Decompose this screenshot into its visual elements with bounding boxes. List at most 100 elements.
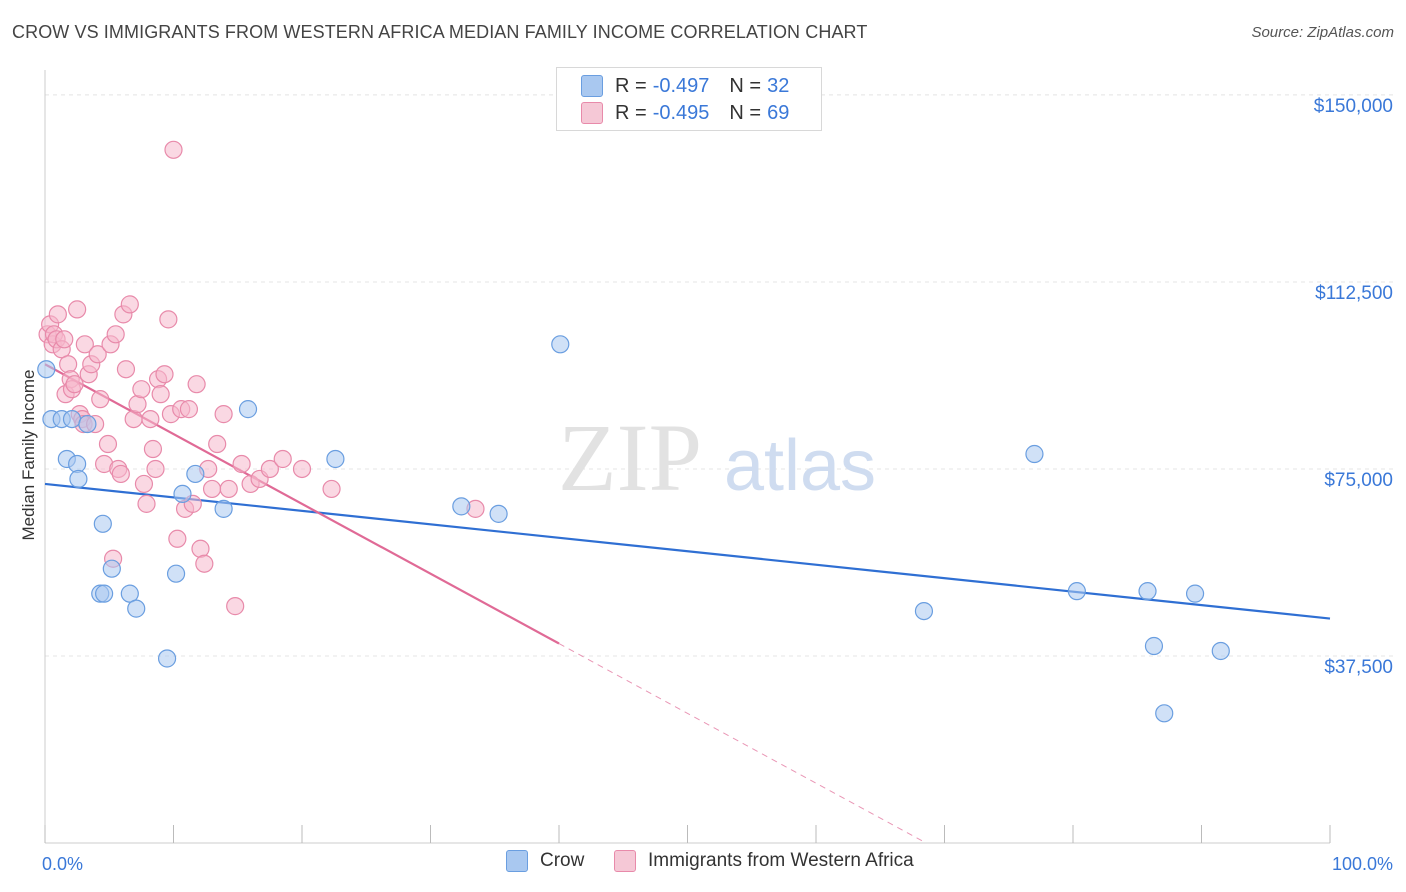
crow-point xyxy=(186,464,205,484)
immigrant-point xyxy=(111,464,130,484)
crow-point xyxy=(78,414,97,434)
immigrant-point xyxy=(226,597,245,616)
legend-row-crow: R = -0.497 N = 32 xyxy=(581,74,789,98)
legend-immigrants-label: Immigrants from Western Africa xyxy=(648,850,914,871)
immigrant-point xyxy=(208,434,227,454)
y-tick-label: $112,500 xyxy=(1315,283,1393,304)
crow-point xyxy=(93,514,112,533)
immigrant-point xyxy=(134,474,154,494)
watermark: ZIP atlas xyxy=(558,404,876,511)
immigrant-point xyxy=(168,529,187,548)
immigrant-point xyxy=(159,310,178,329)
watermark-zip: ZIP xyxy=(558,404,702,511)
immigrant-point xyxy=(164,140,183,159)
crow-point xyxy=(914,601,934,621)
crow-point xyxy=(69,469,88,489)
immigrant-point xyxy=(132,380,151,399)
legend-immigrants-swatch xyxy=(614,850,636,872)
immigrant-point xyxy=(214,405,233,424)
immigrant-point xyxy=(137,494,156,513)
crow-point xyxy=(489,504,508,523)
series-legend: Crow Immigrants from Western Africa xyxy=(0,850,1406,878)
immigrant-point xyxy=(187,375,206,394)
crow-point xyxy=(1144,636,1164,656)
chart-title: CROW VS IMMIGRANTS FROM WESTERN AFRICA M… xyxy=(12,22,868,42)
immigrant-point xyxy=(292,459,312,479)
immigrant-point xyxy=(322,479,341,499)
crow-trend-line xyxy=(44,482,1331,620)
x-tick-label-max: 100.0% xyxy=(1332,854,1393,874)
immigrants-n-label: N = xyxy=(729,101,762,124)
crow-point xyxy=(95,584,114,603)
immigrants-trend-extension xyxy=(558,643,927,844)
crow-n-value: 32 xyxy=(767,74,790,97)
legend-item-immigrants[interactable]: Immigrants from Western Africa xyxy=(614,850,914,872)
crow-point xyxy=(173,484,192,504)
crow-point xyxy=(166,564,186,583)
crow-point xyxy=(1138,582,1157,601)
immigrants-n-value: 69 xyxy=(767,101,790,124)
crow-point xyxy=(214,499,233,518)
immigrant-point xyxy=(91,390,110,409)
crow-point xyxy=(157,649,177,668)
immigrant-point xyxy=(116,360,136,379)
axes xyxy=(44,70,1331,844)
immigrant-point xyxy=(191,539,210,558)
y-tick-label: $75,000 xyxy=(1324,470,1393,491)
y-tick-label: $150,000 xyxy=(1314,96,1393,117)
immigrant-point xyxy=(128,395,147,414)
crow-point xyxy=(551,335,570,354)
tick-labels: $37,500 $75,000 $112,500 $150,000 0.0% 100.0% xyxy=(42,96,1393,874)
source-label: Source: ZipAtlas.com xyxy=(1251,24,1394,41)
immigrant-point xyxy=(141,409,160,429)
immigrant-point xyxy=(68,300,87,319)
crow-r-value: -0.497 xyxy=(652,74,710,97)
crow-point xyxy=(68,454,87,474)
immigrant-point xyxy=(143,439,163,459)
crow-point xyxy=(452,497,471,516)
legend-item-crow[interactable]: Crow xyxy=(506,850,584,872)
crow-point xyxy=(37,360,56,379)
immigrant-point xyxy=(120,295,139,314)
immigrant-point xyxy=(98,434,118,454)
immigrant-point xyxy=(88,345,107,364)
immigrant-point xyxy=(179,400,199,419)
immigrant-point xyxy=(273,449,292,469)
immigrant-point xyxy=(124,409,143,429)
immigrant-point xyxy=(202,479,222,499)
y-axis-label: Median Family Income xyxy=(19,369,38,540)
x-tick-label-min: 0.0% xyxy=(42,854,83,874)
crow-point xyxy=(1211,641,1230,661)
crow-point xyxy=(1067,582,1086,601)
data-points xyxy=(37,140,1230,723)
immigrant-point xyxy=(260,459,279,479)
grid-lines xyxy=(45,94,1395,657)
immigrants-r-value: -0.495 xyxy=(652,101,710,124)
immigrant-point xyxy=(75,335,94,354)
crow-point xyxy=(238,400,258,419)
crow-swatch xyxy=(581,75,603,97)
legend-crow-label: Crow xyxy=(540,850,585,871)
y-tick-label: $37,500 xyxy=(1324,657,1393,678)
immigrant-point xyxy=(59,355,78,374)
crow-point xyxy=(1155,704,1174,723)
legend-crow-swatch xyxy=(506,850,528,872)
immigrant-point xyxy=(65,375,84,394)
correlation-legend: R = -0.497 N = 32 R = -0.495 N = 69 xyxy=(556,67,822,131)
immigrants-swatch xyxy=(581,102,603,124)
immigrant-point xyxy=(219,479,238,499)
crow-n-label: N = xyxy=(729,74,762,97)
crow-point xyxy=(1025,444,1044,464)
immigrant-point xyxy=(232,454,251,474)
immigrant-point xyxy=(195,554,214,573)
crow-r-label: R = xyxy=(615,74,647,97)
immigrants-r-label: R = xyxy=(615,101,647,124)
crow-point xyxy=(1185,584,1205,603)
crow-point xyxy=(102,559,121,578)
immigrant-point xyxy=(106,325,125,344)
crow-point xyxy=(62,409,82,429)
crow-point xyxy=(326,449,345,469)
watermark-atlas: atlas xyxy=(724,426,876,506)
crow-point xyxy=(120,584,139,603)
